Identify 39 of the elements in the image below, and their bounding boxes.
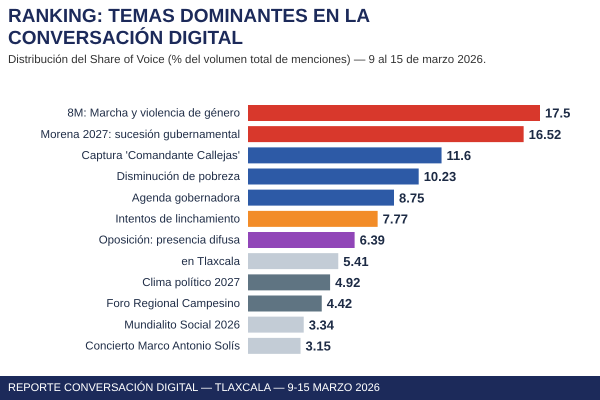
text: REPORTE CONVERSACIÓN DIGITAL — TLAXCALA — 9-15 MARZO 2026	[0, 376, 600, 400]
y-tick-label: Agenda gobernadora	[132, 192, 241, 204]
data-label: 11.6	[446, 148, 472, 163]
bar	[248, 147, 442, 164]
data-label: 5.41	[343, 254, 369, 269]
y-tick-label: Morena 2027: sucesión gubernamental	[40, 128, 240, 141]
y-tick-label: en Tlaxcala	[181, 256, 241, 268]
data-label: 8.75	[399, 190, 424, 206]
bar	[248, 296, 322, 312]
bar	[248, 210, 378, 227]
data-label: 10.23	[424, 169, 456, 184]
data-label: 3.34	[308, 317, 335, 332]
y-tick-label: Captura 'Comandante Callejas'	[82, 150, 240, 162]
y-tick-label: Disminución de pobreza	[116, 171, 241, 184]
bar	[248, 316, 304, 333]
data-label: 16.52	[528, 126, 562, 142]
chart-title: RANKING: TEMAS DOMINANTES EN LA CONVERSACIÓN DIGITAL	[8, 6, 370, 50]
y-tick-label: Concierto Marco Antonio Solís	[85, 340, 240, 352]
bar	[248, 338, 301, 354]
y-tick-label: Intentos de linchamiento	[115, 214, 240, 226]
data-label: 4.42	[326, 296, 352, 312]
bar	[248, 232, 355, 248]
data-label: 4.92	[335, 274, 360, 290]
data-label: 7.77	[382, 211, 408, 226]
bar	[248, 190, 394, 206]
data-label: 3.15	[306, 338, 331, 354]
bar	[248, 105, 540, 121]
bar	[248, 274, 330, 290]
bar	[248, 253, 338, 270]
y-tick-label: 8M: Marcha y violencia de género	[67, 108, 240, 120]
data-label: 17.5	[545, 106, 570, 121]
data-label: 6.39	[360, 232, 385, 248]
bar	[248, 126, 524, 142]
y-tick-label: Mundialito Social 2026	[124, 319, 240, 332]
y-tick-label: Foro Regional Campesino	[106, 298, 240, 310]
bar	[248, 168, 419, 184]
y-tick-label: Oposición: presencia difusa	[98, 234, 241, 247]
y-tick-label: Clima político 2027	[142, 277, 240, 289]
chart-subtitle: Distribución del Share of Voice (% del volumen total de menciones) — 9 al 15 de marzo 2026.	[8, 54, 488, 66]
